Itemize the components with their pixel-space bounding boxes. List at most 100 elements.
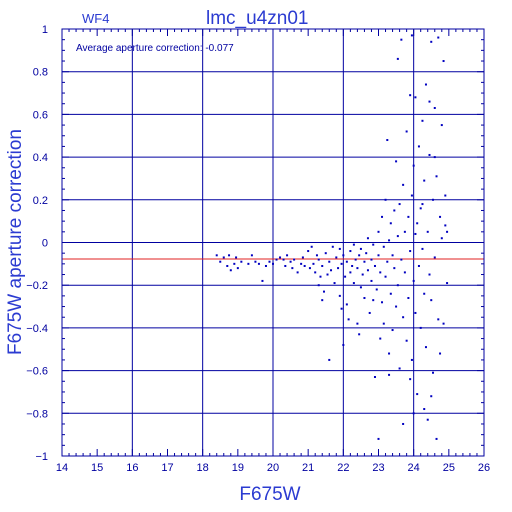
data-point [398, 203, 401, 206]
data-point [349, 250, 352, 253]
data-point [330, 269, 333, 272]
data-point [417, 145, 420, 148]
data-point [433, 156, 436, 159]
data-point [365, 252, 368, 255]
data-point [446, 230, 449, 233]
data-point [322, 290, 325, 293]
y-tick-label: 0.2 [33, 195, 48, 207]
data-point [314, 271, 317, 274]
data-point [370, 279, 373, 282]
data-point [352, 243, 355, 246]
data-point [389, 292, 392, 295]
data-point [282, 258, 285, 261]
data-point [349, 271, 352, 274]
data-point [321, 264, 324, 267]
data-point [437, 318, 440, 321]
data-point [340, 262, 343, 265]
data-point [433, 106, 436, 109]
annotation-average: Average aperture correction: -0.077 [76, 43, 234, 54]
data-point [421, 119, 424, 122]
data-point [379, 271, 382, 274]
data-point [414, 96, 417, 99]
data-point [226, 264, 229, 267]
data-point [416, 393, 419, 396]
data-point [412, 412, 415, 415]
data-point [319, 275, 322, 278]
x-tick-label: 19 [232, 462, 244, 474]
data-point [377, 230, 380, 233]
data-point [317, 284, 320, 287]
data-point [358, 333, 361, 336]
data-point [395, 305, 398, 308]
x-tick-label: 22 [337, 462, 349, 474]
data-point [300, 262, 303, 265]
data-point [358, 254, 361, 257]
data-point [430, 395, 433, 398]
data-point [381, 301, 384, 304]
data-point [315, 254, 318, 257]
data-point [407, 215, 410, 218]
data-point [228, 254, 231, 257]
data-point [396, 235, 399, 238]
data-point [235, 256, 238, 259]
data-point [400, 258, 403, 261]
x-tick-label: 26 [478, 462, 490, 474]
data-point [342, 343, 345, 346]
data-point [229, 269, 232, 272]
data-point [439, 215, 442, 218]
data-point [417, 264, 420, 267]
data-point [389, 222, 392, 225]
data-point [444, 194, 447, 197]
data-point [351, 264, 354, 267]
data-point [233, 262, 236, 265]
x-tick-label: 25 [443, 462, 455, 474]
data-point [446, 282, 449, 285]
data-point [215, 254, 218, 257]
data-point [247, 262, 250, 265]
x-tick-label: 23 [372, 462, 384, 474]
data-point [279, 256, 282, 259]
data-point [430, 299, 433, 302]
data-point [257, 262, 260, 265]
data-point [261, 279, 264, 282]
data-point [391, 254, 394, 257]
data-point [240, 260, 243, 263]
data-point [254, 260, 257, 263]
y-tick-label: 0.4 [33, 152, 48, 164]
data-point [363, 260, 366, 263]
data-point [414, 311, 417, 314]
data-point [407, 297, 410, 300]
data-point [412, 164, 415, 167]
x-tick-label: 20 [267, 462, 279, 474]
data-point [363, 297, 366, 300]
chart-title: lmc_u4zn01 [206, 8, 308, 29]
data-point [410, 34, 413, 37]
data-point [328, 358, 331, 361]
data-point [296, 271, 299, 274]
data-point [293, 258, 296, 261]
data-point [379, 337, 382, 340]
data-point [439, 352, 442, 355]
data-point [333, 282, 336, 285]
data-point [347, 318, 350, 321]
data-point [423, 179, 426, 182]
data-point [435, 437, 438, 440]
data-point [421, 247, 424, 250]
data-point [310, 245, 313, 248]
data-point [386, 260, 389, 263]
data-point [388, 352, 391, 355]
data-point [284, 264, 287, 267]
data-point [354, 258, 357, 261]
data-point [402, 422, 405, 425]
data-point [359, 247, 362, 250]
data-point [268, 260, 271, 263]
data-point [432, 371, 435, 374]
data-point [437, 36, 440, 39]
data-point [303, 264, 306, 267]
data-point [375, 288, 378, 291]
data-point [340, 307, 343, 310]
data-point [393, 267, 396, 270]
data-point [386, 139, 389, 142]
data-point [432, 198, 435, 201]
